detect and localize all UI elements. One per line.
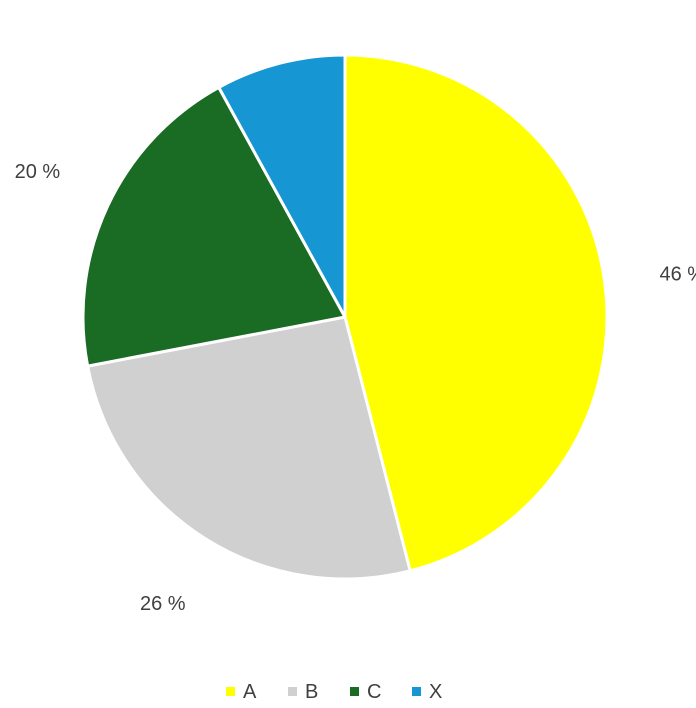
legend-swatch-b [288, 687, 297, 696]
pie-slice-a [343, 53, 609, 573]
data-label-c: 20 % [15, 161, 61, 183]
pie-slice-c [81, 85, 347, 368]
legend-label-x: X [429, 681, 442, 703]
pie-slice-x [217, 53, 347, 319]
pie-slice-b [86, 315, 412, 581]
legend-label-c: C [367, 681, 381, 703]
legend-swatch-c [350, 687, 359, 696]
legend-label-b: B [305, 681, 318, 703]
data-label-a: 46 % [660, 263, 696, 285]
legend-swatch-x [412, 687, 421, 696]
legend-label-a: A [243, 681, 257, 703]
legend-swatch-a [226, 687, 235, 696]
data-labels: 46 %26 %20 %8 % [15, 161, 696, 615]
pie-slices [81, 53, 609, 581]
data-label-b: 26 % [140, 593, 186, 615]
